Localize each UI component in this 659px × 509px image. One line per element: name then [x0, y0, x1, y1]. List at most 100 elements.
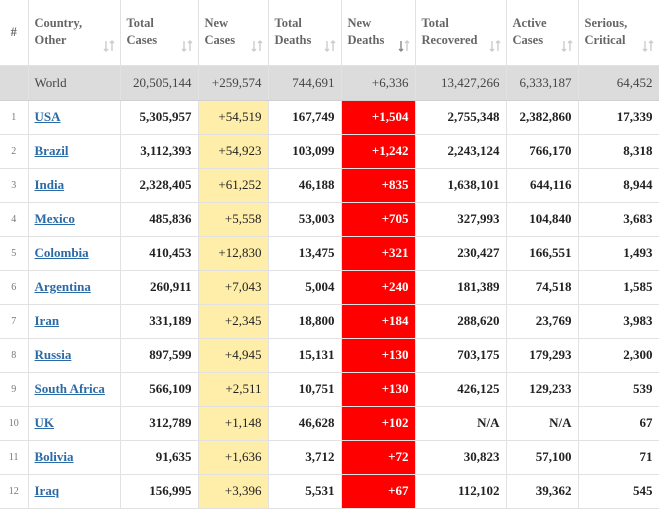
value-cell: 3,683 [578, 202, 659, 237]
column-header[interactable]: Total Recovered [415, 0, 507, 66]
country-row: 2 Brazil 3,112,393 +54,923 103,099 +1,242 2,24… [0, 134, 659, 169]
value-cell: N/A [506, 406, 579, 441]
value-cell: 1,585 [578, 270, 659, 305]
country-link[interactable]: South Africa [34, 381, 105, 396]
value-cell: +61,252 [198, 168, 269, 203]
country-link[interactable]: India [34, 177, 65, 192]
value-cell: +1,242 [341, 134, 416, 169]
value-cell: +54,923 [198, 134, 269, 169]
country-link[interactable]: Iran [34, 313, 60, 328]
country-row: 9 South Africa 566,109 +2,511 10,751 +130 426,… [0, 372, 659, 407]
country-row: 4 Mexico 485,836 +5,558 53,003 +705 327,993 104… [0, 202, 659, 237]
country-link[interactable]: Russia [34, 347, 72, 362]
country-cell: South Africa [28, 372, 121, 407]
value-cell: +1,504 [341, 100, 416, 135]
value-cell: 23,769 [506, 304, 579, 339]
column-header[interactable]: New Cases [198, 0, 269, 66]
value-cell: +130 [341, 372, 416, 407]
value-cell: 67 [578, 406, 659, 441]
value-cell: 260,911 [120, 270, 199, 305]
sort-icon[interactable] [642, 39, 654, 52]
sort-icon[interactable] [561, 39, 573, 52]
country-cell: Iran [28, 304, 121, 339]
value-cell: 331,189 [120, 304, 199, 339]
country-row: 1 USA 5,305,957 +54,519 167,749 +1,504 2,755,3… [0, 100, 659, 135]
country-cell: Russia [28, 338, 121, 373]
column-header: # [0, 0, 29, 66]
country-cell: Brazil [28, 134, 121, 169]
rank-cell: 11 [0, 440, 29, 475]
value-cell: 20,505,144 [120, 65, 199, 101]
column-header[interactable]: Serious, Critical [578, 0, 659, 66]
header-text: Total [421, 16, 449, 31]
rank-cell: 1 [0, 100, 29, 135]
value-cell: 3,112,393 [120, 134, 199, 169]
value-cell: 539 [578, 372, 659, 407]
header-label: New Deaths [348, 15, 385, 49]
value-cell: +259,574 [198, 65, 269, 101]
header-text: Other [34, 33, 67, 48]
country-cell: Colombia [28, 236, 121, 271]
value-cell: 13,475 [268, 236, 342, 271]
value-cell: 91,635 [120, 440, 199, 475]
value-cell: +4,945 [198, 338, 269, 373]
sort-icon[interactable] [251, 39, 263, 52]
value-cell: 166,551 [506, 236, 579, 271]
value-cell: +3,396 [198, 474, 269, 509]
header-text: Cases [126, 33, 158, 48]
rank-cell: 7 [0, 304, 29, 339]
sort-icon[interactable] [324, 39, 336, 52]
value-cell: 2,243,124 [415, 134, 507, 169]
country-row: 7 Iran 331,189 +2,345 18,800 +184 288,620 23,76… [0, 304, 659, 339]
value-cell: 2,328,405 [120, 168, 199, 203]
value-cell: +102 [341, 406, 416, 441]
country-link[interactable]: Bolivia [34, 449, 74, 464]
country-link[interactable]: UK [34, 415, 55, 430]
column-header[interactable]: New Deaths [341, 0, 416, 66]
sort-icon[interactable] [181, 39, 193, 52]
value-cell: 13,427,266 [415, 65, 507, 101]
rank-cell: 3 [0, 168, 29, 203]
country-link[interactable]: Argentina [34, 279, 91, 294]
value-cell: 5,004 [268, 270, 342, 305]
value-cell: 288,620 [415, 304, 507, 339]
country-link[interactable]: Brazil [34, 143, 69, 158]
value-cell: 46,628 [268, 406, 342, 441]
value-cell: 5,531 [268, 474, 342, 509]
column-header[interactable]: Total Deaths [268, 0, 342, 66]
value-cell: +2,345 [198, 304, 269, 339]
country-row: 6 Argentina 260,911 +7,043 5,004 +240 181,389 7… [0, 270, 659, 305]
value-cell: 1,638,101 [415, 168, 507, 203]
value-cell: 181,389 [415, 270, 507, 305]
country-link[interactable]: Colombia [34, 245, 89, 260]
value-cell: 2,382,860 [506, 100, 579, 135]
value-cell: 2,755,348 [415, 100, 507, 135]
value-cell: 57,100 [506, 440, 579, 475]
header-label: Serious, Critical [585, 15, 628, 49]
sort-icon[interactable] [103, 39, 115, 52]
sort-icon[interactable] [398, 39, 410, 52]
column-header[interactable]: Active Cases [506, 0, 579, 66]
value-cell: 103,099 [268, 134, 342, 169]
column-header[interactable]: Country, Other [28, 0, 121, 66]
value-cell: 18,800 [268, 304, 342, 339]
value-cell: 545 [578, 474, 659, 509]
value-cell: +6,336 [341, 65, 416, 101]
header-label: Country, Other [35, 15, 83, 49]
value-cell: +1,148 [198, 406, 269, 441]
value-cell: 39,362 [506, 474, 579, 509]
header-row: # Country, Other Total Cases New Cases Total Dea… [0, 0, 659, 66]
header-text: Recovered [421, 33, 478, 48]
country-link[interactable]: Iraq [34, 483, 60, 498]
sort-icon[interactable] [489, 39, 501, 52]
column-header[interactable]: Total Cases [120, 0, 199, 66]
value-cell: +12,830 [198, 236, 269, 271]
header-text: Cases [204, 33, 236, 48]
country-link[interactable]: USA [34, 109, 61, 124]
value-cell: +5,558 [198, 202, 269, 237]
value-cell: +1,636 [198, 440, 269, 475]
header-text: Deaths [347, 33, 385, 48]
country-row: 8 Russia 897,599 +4,945 15,131 +130 703,175 179… [0, 338, 659, 373]
table-body: World 20,505,144 +259,574 744,691 +6,336 13,4… [0, 65, 659, 509]
country-link[interactable]: Mexico [34, 211, 75, 226]
